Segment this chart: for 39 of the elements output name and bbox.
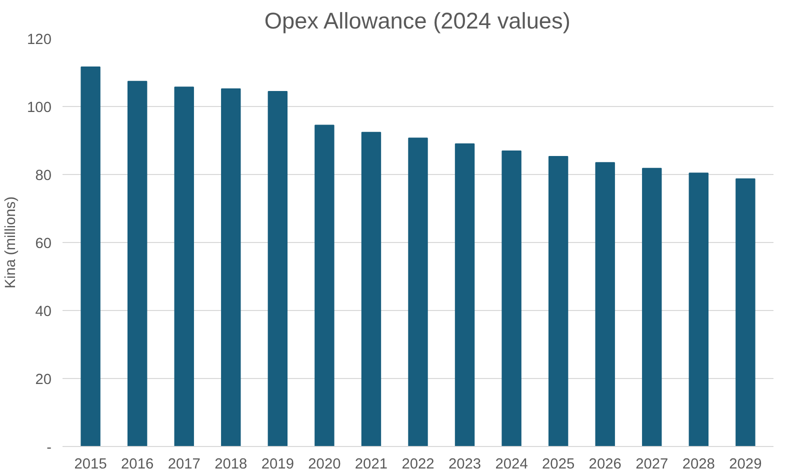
chart-title: Opex Allowance (2024 values) — [264, 8, 570, 34]
bar — [314, 124, 334, 446]
x-tick-label: 2025 — [542, 456, 575, 471]
bar — [502, 150, 522, 446]
x-tick-label: 2026 — [588, 456, 622, 471]
y-tick-label: 100 — [27, 100, 52, 116]
bar — [408, 138, 428, 446]
bar — [595, 162, 615, 446]
x-tick-label: 2022 — [402, 456, 434, 471]
x-tick-label: 2029 — [729, 456, 762, 471]
bar — [736, 178, 756, 446]
x-tick-label: 2019 — [261, 456, 294, 471]
bar — [221, 88, 241, 446]
y-tick-label: 40 — [35, 304, 52, 320]
bar — [688, 172, 709, 446]
y-tick-label: - — [46, 440, 52, 456]
bar — [127, 80, 148, 446]
x-tick-label: 2024 — [495, 456, 528, 471]
y-tick-label: 60 — [35, 236, 52, 252]
bar — [642, 168, 662, 446]
x-tick-label: 2023 — [448, 456, 482, 471]
x-tick-label: 2018 — [214, 456, 248, 471]
bar — [80, 66, 100, 446]
x-tick-label: 2028 — [682, 456, 715, 471]
x-tick-label: 2027 — [636, 456, 668, 471]
x-tick-label: 2021 — [354, 456, 388, 471]
x-tick-label: 2017 — [168, 456, 200, 471]
x-tick-label: 2015 — [74, 456, 107, 471]
y-tick-label: 120 — [27, 32, 52, 48]
bar — [268, 91, 288, 446]
x-tick-label: 2016 — [121, 456, 154, 471]
x-tick-label: 2020 — [308, 456, 341, 471]
bar — [174, 86, 194, 446]
bar — [548, 156, 568, 446]
y-tick-label: 20 — [35, 372, 52, 388]
y-tick-label: 80 — [35, 168, 52, 184]
bar — [361, 132, 382, 446]
y-axis-title: Kina (millions) — [3, 196, 20, 289]
bar — [454, 143, 475, 446]
